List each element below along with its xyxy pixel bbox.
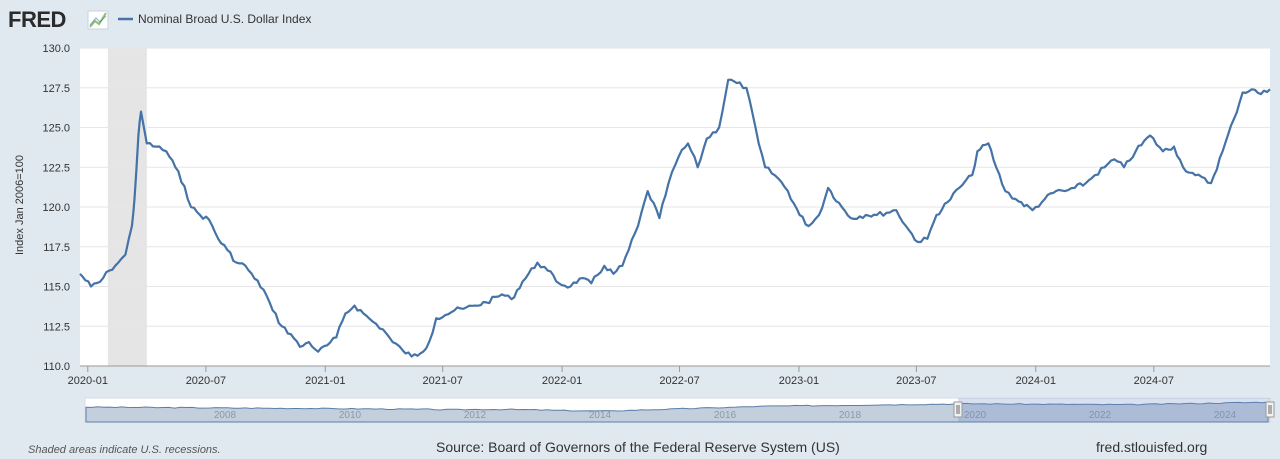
navigator-year-label: 2010 — [339, 410, 362, 421]
series-line — [79, 78, 1271, 358]
legend: Nominal Broad U.S. Dollar Index — [118, 12, 311, 26]
y-tick-label: 122.5 — [42, 162, 70, 174]
navigator-right-handle[interactable] — [1265, 401, 1275, 418]
x-tick-label: 2021-01 — [305, 375, 345, 387]
x-tick-label: 2020-01 — [68, 375, 108, 387]
source-citation: Source: Board of Governors of the Federa… — [436, 439, 840, 455]
navigator-year-label: 2018 — [839, 410, 862, 421]
y-tick-label: 110.0 — [43, 361, 70, 373]
fred-url-link[interactable]: fred.stlouisfed.org — [1096, 439, 1208, 455]
navigator-year-label: 2022 — [1089, 410, 1112, 421]
recession-note: Shaded areas indicate U.S. recessions. — [28, 444, 221, 456]
legend-label: Nominal Broad U.S. Dollar Index — [138, 12, 311, 26]
range-navigator[interactable]: 2008 2010 2012 2014 2016 2018 2020 2022 2024 — [84, 397, 1275, 423]
y-tick-label: 127.5 — [42, 83, 70, 95]
y-tick-label: 120.0 — [42, 202, 70, 214]
y-tick-label: 125.0 — [42, 123, 70, 135]
navigator-year-label: 2020 — [964, 410, 987, 421]
navigator-year-label: 2024 — [1214, 410, 1237, 421]
navigator-year-label: 2014 — [589, 410, 612, 421]
x-tick-label: 2022-07 — [659, 375, 699, 387]
fred-logo-graph-icon — [87, 10, 109, 30]
y-tick-label: 117.5 — [43, 242, 70, 254]
x-tick-label: 2022-01 — [542, 375, 582, 387]
navigator-year-label: 2008 — [214, 410, 237, 421]
y-axis-ticks: 110.0 112.5 115.0 117.5 120.0 122.5 125.0 127.5… — [42, 43, 70, 373]
navigator-year-label: 2016 — [714, 410, 737, 421]
y-tick-label: 115.0 — [43, 282, 70, 294]
x-tick-label: 2021-07 — [423, 375, 463, 387]
x-tick-label: 2024-07 — [1134, 375, 1174, 387]
navigator-selected-range[interactable] — [958, 398, 1270, 422]
navigator-area — [85, 401, 1269, 423]
y-tick-label: 112.5 — [43, 321, 70, 333]
fred-logo-text: FRED — [8, 7, 66, 32]
navigator-year-label: 2012 — [464, 410, 487, 421]
y-tick-label: 130.0 — [42, 43, 70, 55]
x-tick-label: 2020-07 — [186, 375, 226, 387]
x-tick-label: 2023-07 — [896, 375, 936, 387]
series-layer — [79, 78, 1271, 358]
fred-logo[interactable]: FRED — [8, 7, 109, 32]
x-tick-label: 2024-01 — [1016, 375, 1056, 387]
navigator-left-handle[interactable] — [953, 401, 963, 418]
navigator-year-labels: 2008 2010 2012 2014 2016 2018 2020 2022 2024 — [214, 410, 1237, 421]
y-axis-title: Index Jan 2006=100 — [14, 155, 26, 255]
x-axis-ticks: 2020-01 2020-07 2021-01 2021-07 2022-01 2022-… — [68, 365, 1270, 387]
x-tick-label: 2023-01 — [779, 375, 819, 387]
